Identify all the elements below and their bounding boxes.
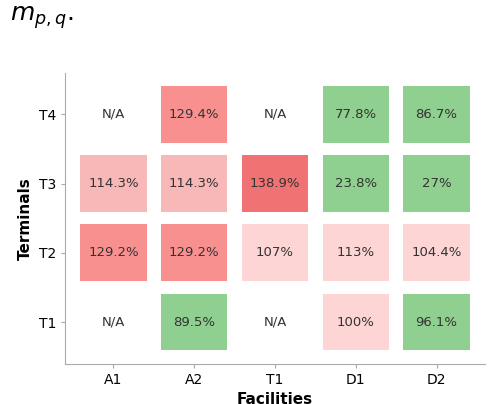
Text: N/A: N/A <box>264 108 286 121</box>
FancyBboxPatch shape <box>80 224 146 281</box>
Text: N/A: N/A <box>102 316 125 328</box>
FancyBboxPatch shape <box>322 294 389 350</box>
Text: 114.3%: 114.3% <box>88 177 139 190</box>
Text: 77.8%: 77.8% <box>334 108 377 121</box>
Text: 129.2%: 129.2% <box>169 246 220 259</box>
Text: N/A: N/A <box>264 316 286 328</box>
Text: N/A: N/A <box>102 108 125 121</box>
FancyBboxPatch shape <box>161 224 228 281</box>
FancyBboxPatch shape <box>161 155 228 212</box>
FancyBboxPatch shape <box>322 224 389 281</box>
Text: $m_{p,q}.$: $m_{p,q}.$ <box>10 4 74 31</box>
FancyBboxPatch shape <box>80 155 146 212</box>
FancyBboxPatch shape <box>242 224 308 281</box>
Text: 138.9%: 138.9% <box>250 177 300 190</box>
Y-axis label: Terminals: Terminals <box>18 177 33 259</box>
Text: 114.3%: 114.3% <box>169 177 220 190</box>
Text: 86.7%: 86.7% <box>416 108 458 121</box>
Text: 129.4%: 129.4% <box>169 108 220 121</box>
Text: 89.5%: 89.5% <box>173 316 215 328</box>
FancyBboxPatch shape <box>161 86 228 143</box>
FancyBboxPatch shape <box>161 294 228 350</box>
FancyBboxPatch shape <box>404 294 469 350</box>
FancyBboxPatch shape <box>322 155 389 212</box>
Text: 23.8%: 23.8% <box>334 177 377 190</box>
Text: 129.2%: 129.2% <box>88 246 139 259</box>
Text: 107%: 107% <box>256 246 294 259</box>
FancyBboxPatch shape <box>404 86 469 143</box>
FancyBboxPatch shape <box>242 155 308 212</box>
Text: 100%: 100% <box>337 316 374 328</box>
Text: 104.4%: 104.4% <box>412 246 462 259</box>
Text: 27%: 27% <box>422 177 452 190</box>
FancyBboxPatch shape <box>404 155 469 212</box>
X-axis label: Facilities: Facilities <box>237 392 313 404</box>
Text: 113%: 113% <box>336 246 375 259</box>
FancyBboxPatch shape <box>322 86 389 143</box>
FancyBboxPatch shape <box>404 224 469 281</box>
Text: 96.1%: 96.1% <box>416 316 458 328</box>
